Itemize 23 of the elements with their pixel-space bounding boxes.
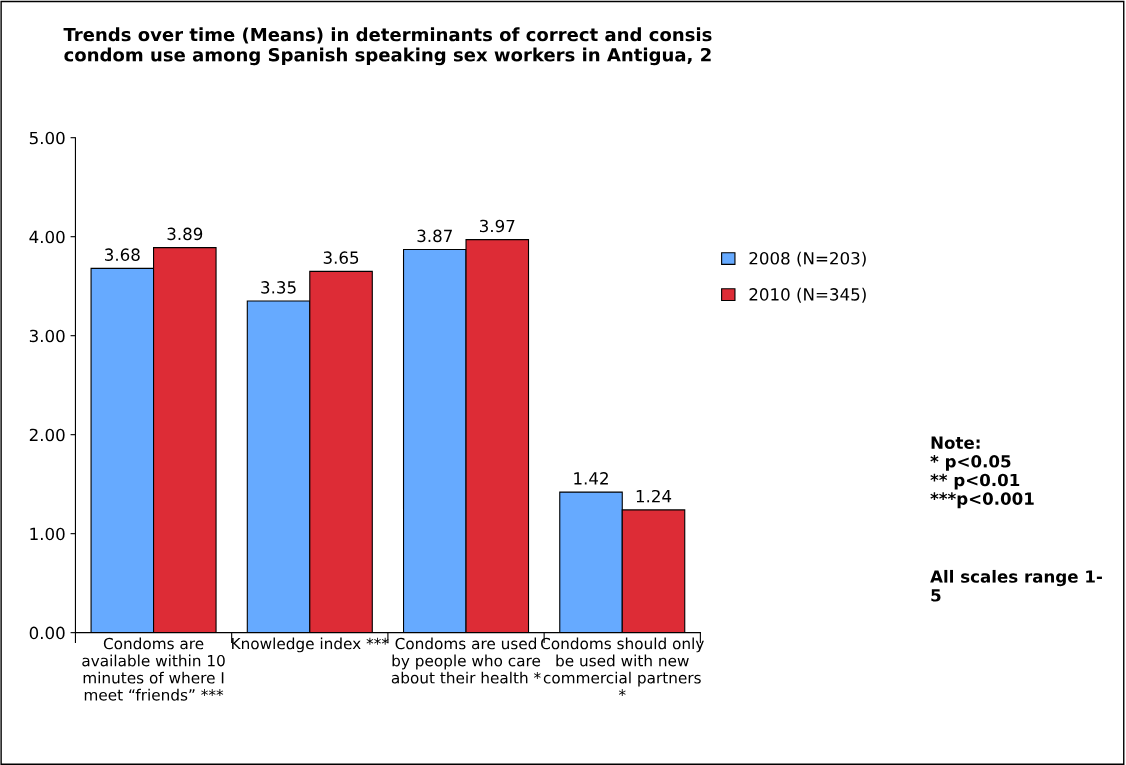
data-label: 3.35 — [261, 281, 296, 294]
chart-title: Trends over time (Means) in determinants of correct and consis condom use among Spanish speaking sex workers in Antigua, 2 — [63, 27, 712, 66]
y-tick-label: 1.00 — [30, 527, 65, 541]
x-tick-label: Condoms are available within 10 minutes of where I meet “friends” *** — [82, 637, 225, 701]
y-tick-label: 0.00 — [29, 626, 65, 640]
data-label: 3.68 — [105, 248, 140, 261]
data-label: 3.97 — [479, 219, 515, 233]
text: All scales range 1- 5 — [930, 569, 1102, 602]
legend-label: 2010 (N=345) — [749, 287, 866, 303]
text: Note: * p<0.05 ** p<0.01 ***p<0.001 — [930, 436, 1034, 509]
data-label: 1.24 — [636, 489, 672, 503]
y-tick-label: 4.00 — [29, 230, 65, 244]
x-tick-label: Knowledge index *** — [232, 637, 389, 653]
x-tick-label: Condoms should only be used with new commercial partners * — [541, 637, 704, 697]
data-label: 3.87 — [417, 229, 452, 243]
data-label: 3.65 — [323, 251, 359, 264]
data-label: 3.89 — [167, 227, 203, 241]
data-label: 1.42 — [574, 472, 608, 485]
legend-label: 2008 (N=203) — [749, 251, 866, 267]
y-tick-label: 3.00 — [29, 329, 65, 343]
y-tick-label: 2.00 — [29, 428, 65, 442]
y-tick-label: 5.00 — [29, 131, 65, 145]
x-tick-label: Condoms are used by people who care about their health * — [391, 637, 541, 684]
